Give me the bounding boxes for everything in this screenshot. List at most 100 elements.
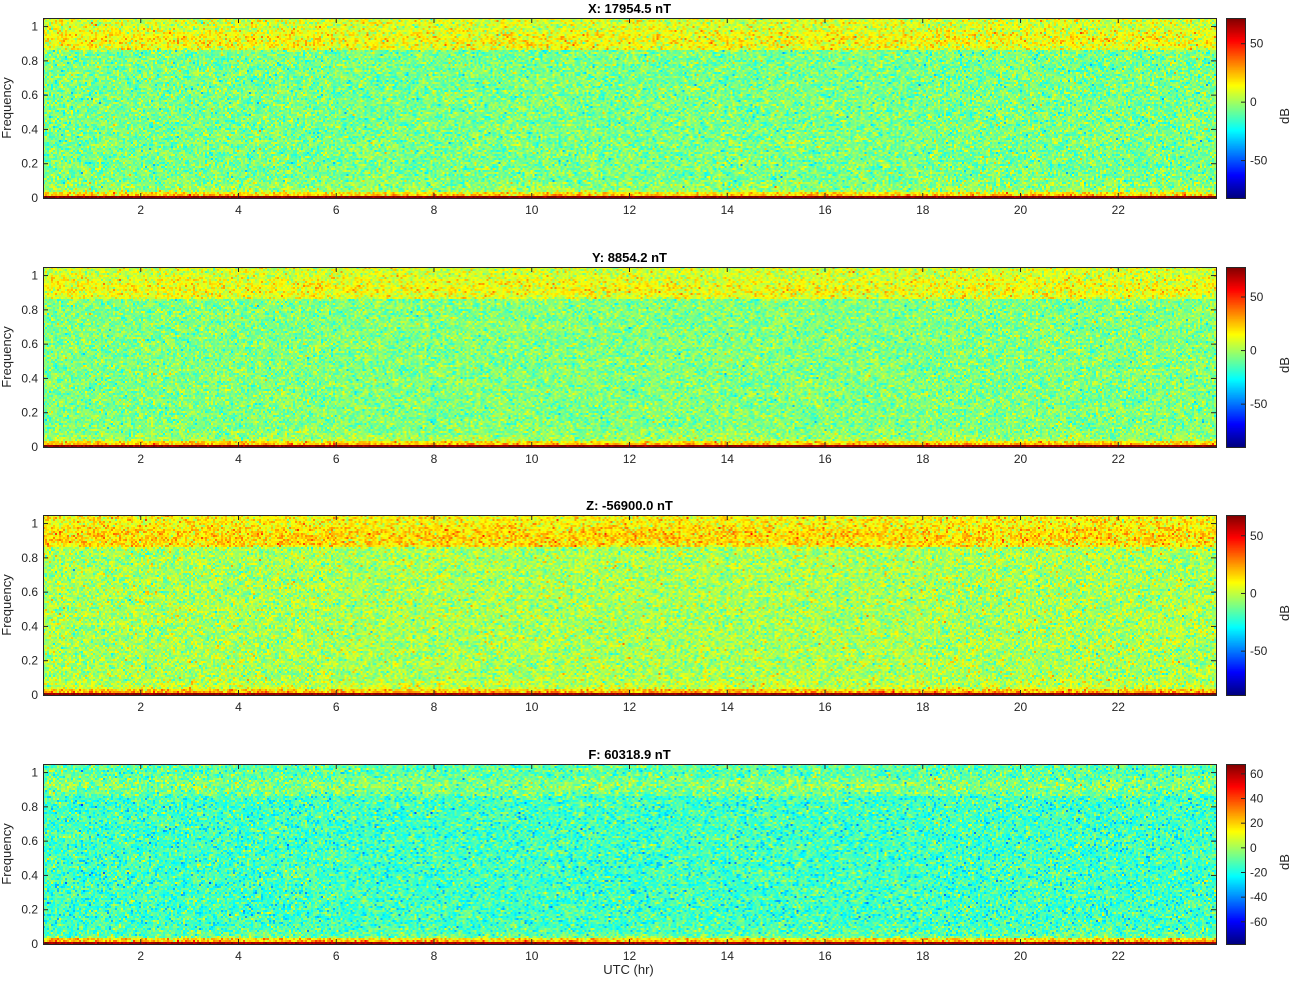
y-tick-label: 1	[31, 269, 38, 283]
axes-overlay: Z: -56900.0 nT2 4 6 8 10 12 14 16 18 20 2200.20.40…	[0, 498, 1292, 714]
axes-overlay: F: 60318.9 nT2 4 6 8 10 12 14 16 18 20 2200.20.40.…	[0, 747, 1292, 963]
spectrogram-heatmap	[43, 267, 1216, 447]
colorbar-tick-label: -50	[1250, 644, 1268, 658]
axes-frame	[43, 764, 1217, 945]
x-tick-label: 2	[137, 700, 144, 714]
y-tick-label: 1	[31, 20, 38, 34]
x-tick-label: 22	[1112, 949, 1126, 963]
y-tick-label: 0.2	[21, 157, 38, 171]
y-tick-label: 0.8	[21, 800, 38, 814]
x-tick-label: 6	[333, 700, 340, 714]
y-tick-label: 0.6	[21, 337, 38, 351]
spectrogram-heatmap	[43, 764, 1216, 944]
x-tick-label: 12	[623, 700, 637, 714]
x-tick-label: 2	[137, 949, 144, 963]
x-tick-label: 10	[525, 700, 539, 714]
y-tick-label: 0	[31, 688, 38, 702]
colorbar-tick-label: -20	[1250, 865, 1268, 879]
x-tick-label: 18	[916, 949, 930, 963]
y-tick-label: 0.6	[21, 585, 38, 599]
y-tick-label: 0.2	[21, 654, 38, 668]
x-tick-label: 6	[333, 949, 340, 963]
x-axis-label: UTC (hr)	[603, 962, 654, 977]
y-axis-label: Frequency	[0, 823, 14, 885]
colorbar-label: dB	[1277, 357, 1292, 373]
x-tick-label: 18	[916, 203, 930, 217]
x-tick-label: 16	[818, 700, 832, 714]
spectrogram-panel: Y: 8854.2 nT 2 4 6 8 10 12 14 16 18 20 22 0 0.2 0.4 0.6…	[0, 249, 1297, 499]
colorbar-frame	[1226, 267, 1246, 448]
x-tick-label: 14	[721, 203, 735, 217]
x-tick-label: 12	[623, 203, 637, 217]
colorbar-frame	[1226, 18, 1246, 199]
spectrogram-panel: Z: -56900.0 nT 2 4 6 8 10 12 14 16 18 20 22 0 0.2 0.4 0…	[0, 497, 1297, 747]
y-tick-label: 0.8	[21, 551, 38, 565]
colorbar	[1226, 764, 1245, 944]
colorbar-tick-label: -50	[1250, 397, 1268, 411]
x-tick-label: 22	[1112, 203, 1126, 217]
y-tick-label: 1	[31, 766, 38, 780]
y-tick-label: 0.4	[21, 619, 38, 633]
axes-frame	[43, 267, 1217, 448]
x-tick-label: 2	[137, 452, 144, 466]
x-tick-label: 4	[235, 452, 242, 466]
x-tick-label: 22	[1112, 700, 1126, 714]
x-tick-label: 16	[818, 949, 832, 963]
x-tick-label: 4	[235, 700, 242, 714]
y-tick-label: 0.4	[21, 371, 38, 385]
x-tick-label: 20	[1014, 452, 1028, 466]
x-tick-label: 18	[916, 700, 930, 714]
colorbar-tick-label: 40	[1250, 792, 1264, 806]
x-tick-label: 20	[1014, 203, 1028, 217]
spectrogram-heatmap	[43, 515, 1216, 695]
x-tick-label: 6	[333, 452, 340, 466]
y-tick-label: 0.2	[21, 903, 38, 917]
x-tick-label: 8	[431, 700, 438, 714]
x-tick-label: 14	[721, 949, 735, 963]
colorbar	[1226, 18, 1245, 198]
y-tick-label: 0.8	[21, 54, 38, 68]
y-tick-label: 0	[31, 191, 38, 205]
x-tick-label: 4	[235, 949, 242, 963]
colorbar-tick-label: 60	[1250, 767, 1264, 781]
x-tick-label: 22	[1112, 452, 1126, 466]
colorbar-tick-label: -50	[1250, 154, 1268, 168]
x-tick-label: 2	[137, 203, 144, 217]
y-tick-label: 0.4	[21, 122, 38, 136]
x-tick-label: 14	[721, 452, 735, 466]
y-axis-label: Frequency	[0, 574, 14, 636]
axes-frame	[43, 18, 1217, 199]
colorbar-tick-label: 20	[1250, 816, 1264, 830]
colorbar-tick-label: 0	[1250, 344, 1257, 358]
y-tick-label: 0.6	[21, 88, 38, 102]
spectrogram-panel: F: 60318.9 nT 2 4 6 8 10 12 14 16 18 20 22 0 0.2 0.4 0.…	[0, 746, 1297, 996]
spectrogram-panel: X: 17954.5 nT 2 4 6 8 10 12 14 16 18 20 22 0 0.2 0.4 0.…	[0, 0, 1297, 250]
colorbar	[1226, 267, 1245, 447]
colorbar-label: dB	[1277, 854, 1292, 870]
axes-frame	[43, 515, 1217, 696]
x-tick-label: 16	[818, 203, 832, 217]
x-tick-label: 8	[431, 949, 438, 963]
colorbar-tick-label: 0	[1250, 586, 1257, 600]
y-tick-label: 0	[31, 937, 38, 951]
spectrogram-heatmap	[43, 18, 1216, 198]
y-tick-label: 1	[31, 517, 38, 531]
y-tick-label: 0.8	[21, 303, 38, 317]
colorbar-tick-label: 50	[1250, 529, 1264, 543]
colorbar-frame	[1226, 764, 1246, 945]
colorbar-tick-label: -40	[1250, 890, 1268, 904]
colorbar-tick-label: -60	[1250, 915, 1268, 929]
axes-overlay: X: 17954.5 nT2 4 6 8 10 12 14 16 18 20 2200.20.40.…	[0, 1, 1292, 217]
axes-overlay: Y: 8854.2 nT2 4 6 8 10 12 14 16 18 20 2200.20.40.6…	[0, 250, 1292, 466]
x-tick-label: 12	[623, 949, 637, 963]
colorbar-tick-label: 50	[1250, 290, 1264, 304]
x-tick-label: 14	[721, 700, 735, 714]
panel-title: Z: -56900.0 nT	[586, 498, 673, 513]
y-tick-label: 0.4	[21, 868, 38, 882]
x-tick-label: 20	[1014, 700, 1028, 714]
x-tick-label: 8	[431, 452, 438, 466]
colorbar-tick-label: 0	[1250, 841, 1257, 855]
colorbar-frame	[1226, 515, 1246, 696]
colorbar-tick-label: 0	[1250, 95, 1257, 109]
